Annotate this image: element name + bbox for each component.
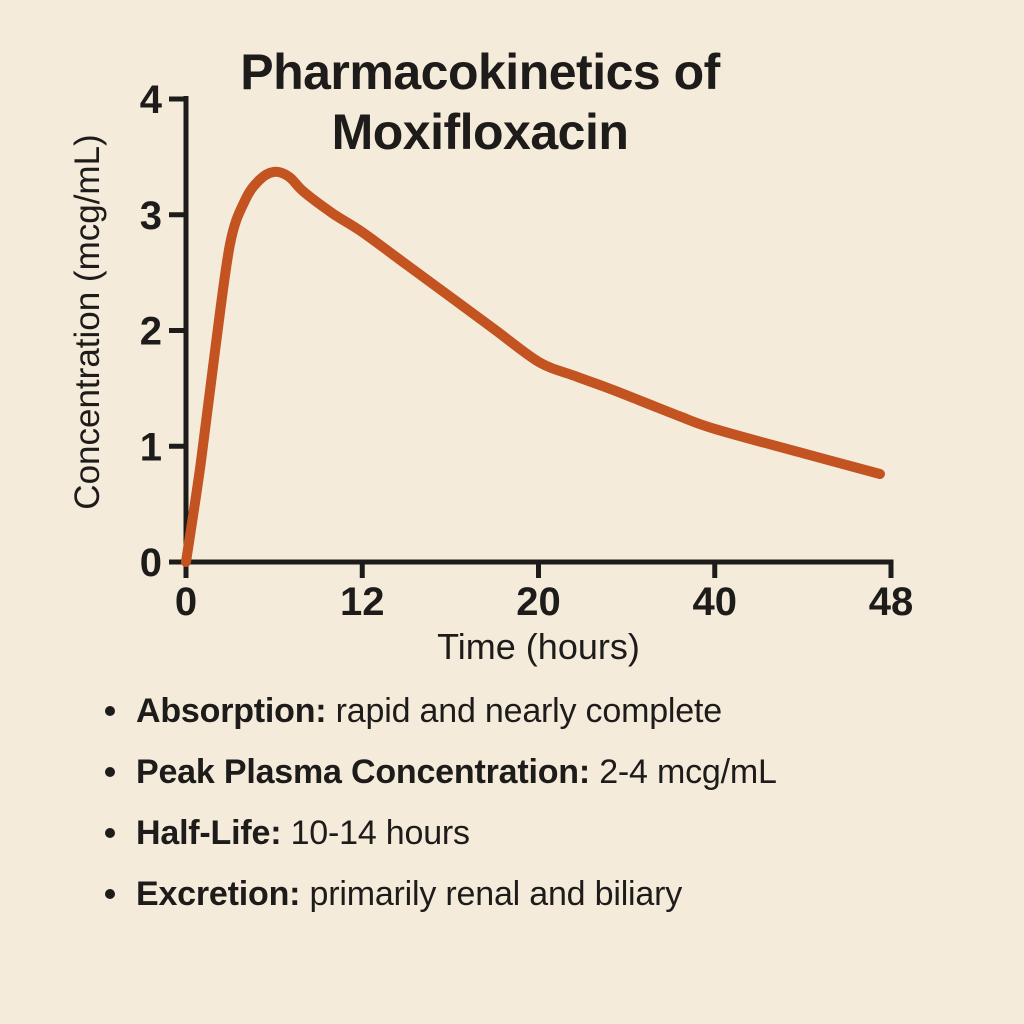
y-tick-label: 0	[140, 541, 162, 585]
x-tick-label: 0	[175, 580, 197, 624]
x-tick-label: 12	[340, 580, 385, 624]
pk-facts-list: Absorption: rapid and nearly complete Pe…	[103, 693, 777, 937]
fact-text: primarily renal and biliary	[300, 875, 683, 913]
fact-label: Excretion:	[136, 875, 301, 913]
list-item: Peak Plasma Concentration: 2-4 mcg/mL	[103, 754, 777, 791]
list-item: Half-Life: 10-14 hours	[103, 815, 777, 852]
x-axis-title: Time (hours)	[437, 626, 640, 667]
concentration-curve-path	[181, 166, 885, 567]
x-tick-label: 48	[869, 580, 914, 624]
y-tick-label: 4	[140, 78, 163, 122]
fact-label: Absorption:	[136, 692, 327, 730]
fact-text: 2-4 mcg/mL	[589, 753, 777, 791]
bullet-dot-icon	[105, 706, 115, 716]
concentration-curve	[181, 166, 885, 567]
x-tick-label: 20	[516, 580, 561, 624]
list-item: Excretion: primarily renal and biliary	[103, 876, 777, 913]
list-item: Absorption: rapid and nearly complete	[103, 693, 777, 730]
fact-label: Peak Plasma Concentration:	[136, 753, 590, 791]
y-tick-label: 2	[140, 310, 162, 354]
y-axis-title: Concentration (mcg/mL)	[68, 134, 107, 509]
bullet-dot-icon	[105, 889, 115, 899]
bullet-dot-icon	[105, 767, 115, 777]
bullet-dot-icon	[105, 828, 115, 838]
chart-title: Pharmacokinetics of Moxifloxacin	[240, 43, 720, 160]
y-tick-label: 3	[140, 194, 162, 238]
fact-text: rapid and nearly complete	[326, 692, 722, 730]
axis-labels: Time (hours) Concentration (mcg/mL)	[68, 134, 640, 667]
fact-text: 10-14 hours	[281, 814, 470, 852]
fact-label: Half-Life:	[136, 814, 282, 852]
x-tick-label: 40	[693, 580, 738, 624]
y-tick-label: 1	[140, 425, 162, 469]
